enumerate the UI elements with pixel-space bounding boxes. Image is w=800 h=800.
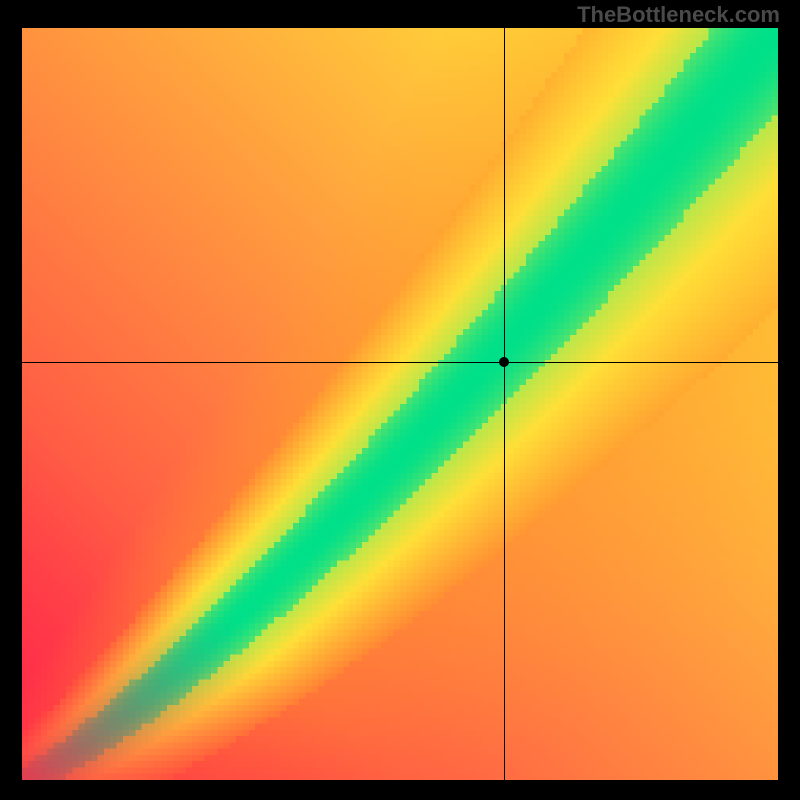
marker-dot xyxy=(499,357,509,367)
crosshair-vertical xyxy=(504,28,505,780)
crosshair-horizontal xyxy=(22,362,778,363)
heatmap-plot xyxy=(22,28,778,780)
watermark-text: TheBottleneck.com xyxy=(577,2,780,28)
heatmap-canvas xyxy=(22,28,778,780)
